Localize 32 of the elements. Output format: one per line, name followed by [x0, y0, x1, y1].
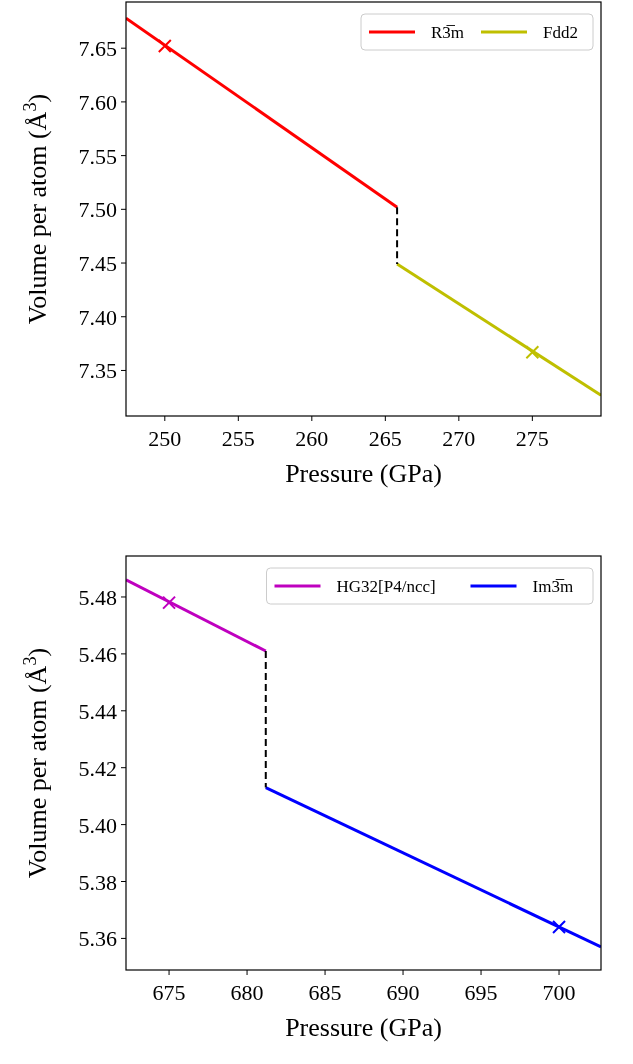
x-axis-title: Pressure (GPa): [285, 459, 442, 488]
legend-label: Fdd2: [543, 23, 578, 42]
x-tick-label: 270: [442, 426, 476, 451]
y-tick-label: 7.35: [78, 358, 117, 384]
y-tick-label: 7.50: [78, 197, 117, 223]
y-tick-label: 5.38: [78, 869, 117, 895]
x-tick-label: 700: [542, 980, 576, 1005]
y-tick-label: 5.42: [78, 755, 117, 781]
y-tick-label: 7.60: [78, 89, 117, 115]
legend-label: HG32[P4/ncc]: [336, 577, 436, 596]
legend-label: R3̅m: [431, 23, 465, 42]
x-tick-label: 250: [148, 426, 182, 451]
x-tick-label: 675: [152, 980, 186, 1005]
x-tick-label: 685: [308, 980, 342, 1005]
x-tick-label: 680: [230, 980, 264, 1005]
x-tick-label: 695: [464, 980, 498, 1005]
y-tick-label: 5.36: [78, 926, 117, 952]
y-tick-label: 7.65: [78, 36, 117, 62]
y-tick-label: 7.55: [78, 143, 117, 169]
y-tick-label: 5.44: [78, 698, 117, 724]
x-tick-label: 260: [295, 426, 329, 451]
x-tick-label: 275: [515, 426, 549, 451]
x-axis-title: Pressure (GPa): [285, 1013, 442, 1042]
legend-label: Im3̅m: [532, 577, 574, 596]
y-tick-label: 5.46: [78, 641, 117, 667]
y-tick-label: 5.48: [78, 584, 117, 610]
y-tick-label: 7.45: [78, 251, 117, 277]
x-tick-label: 255: [221, 426, 255, 451]
y-tick-label: 5.40: [78, 812, 117, 838]
x-tick-label: 690: [386, 980, 420, 1005]
y-tick-label: 7.40: [78, 304, 117, 330]
x-tick-label: 265: [368, 426, 402, 451]
